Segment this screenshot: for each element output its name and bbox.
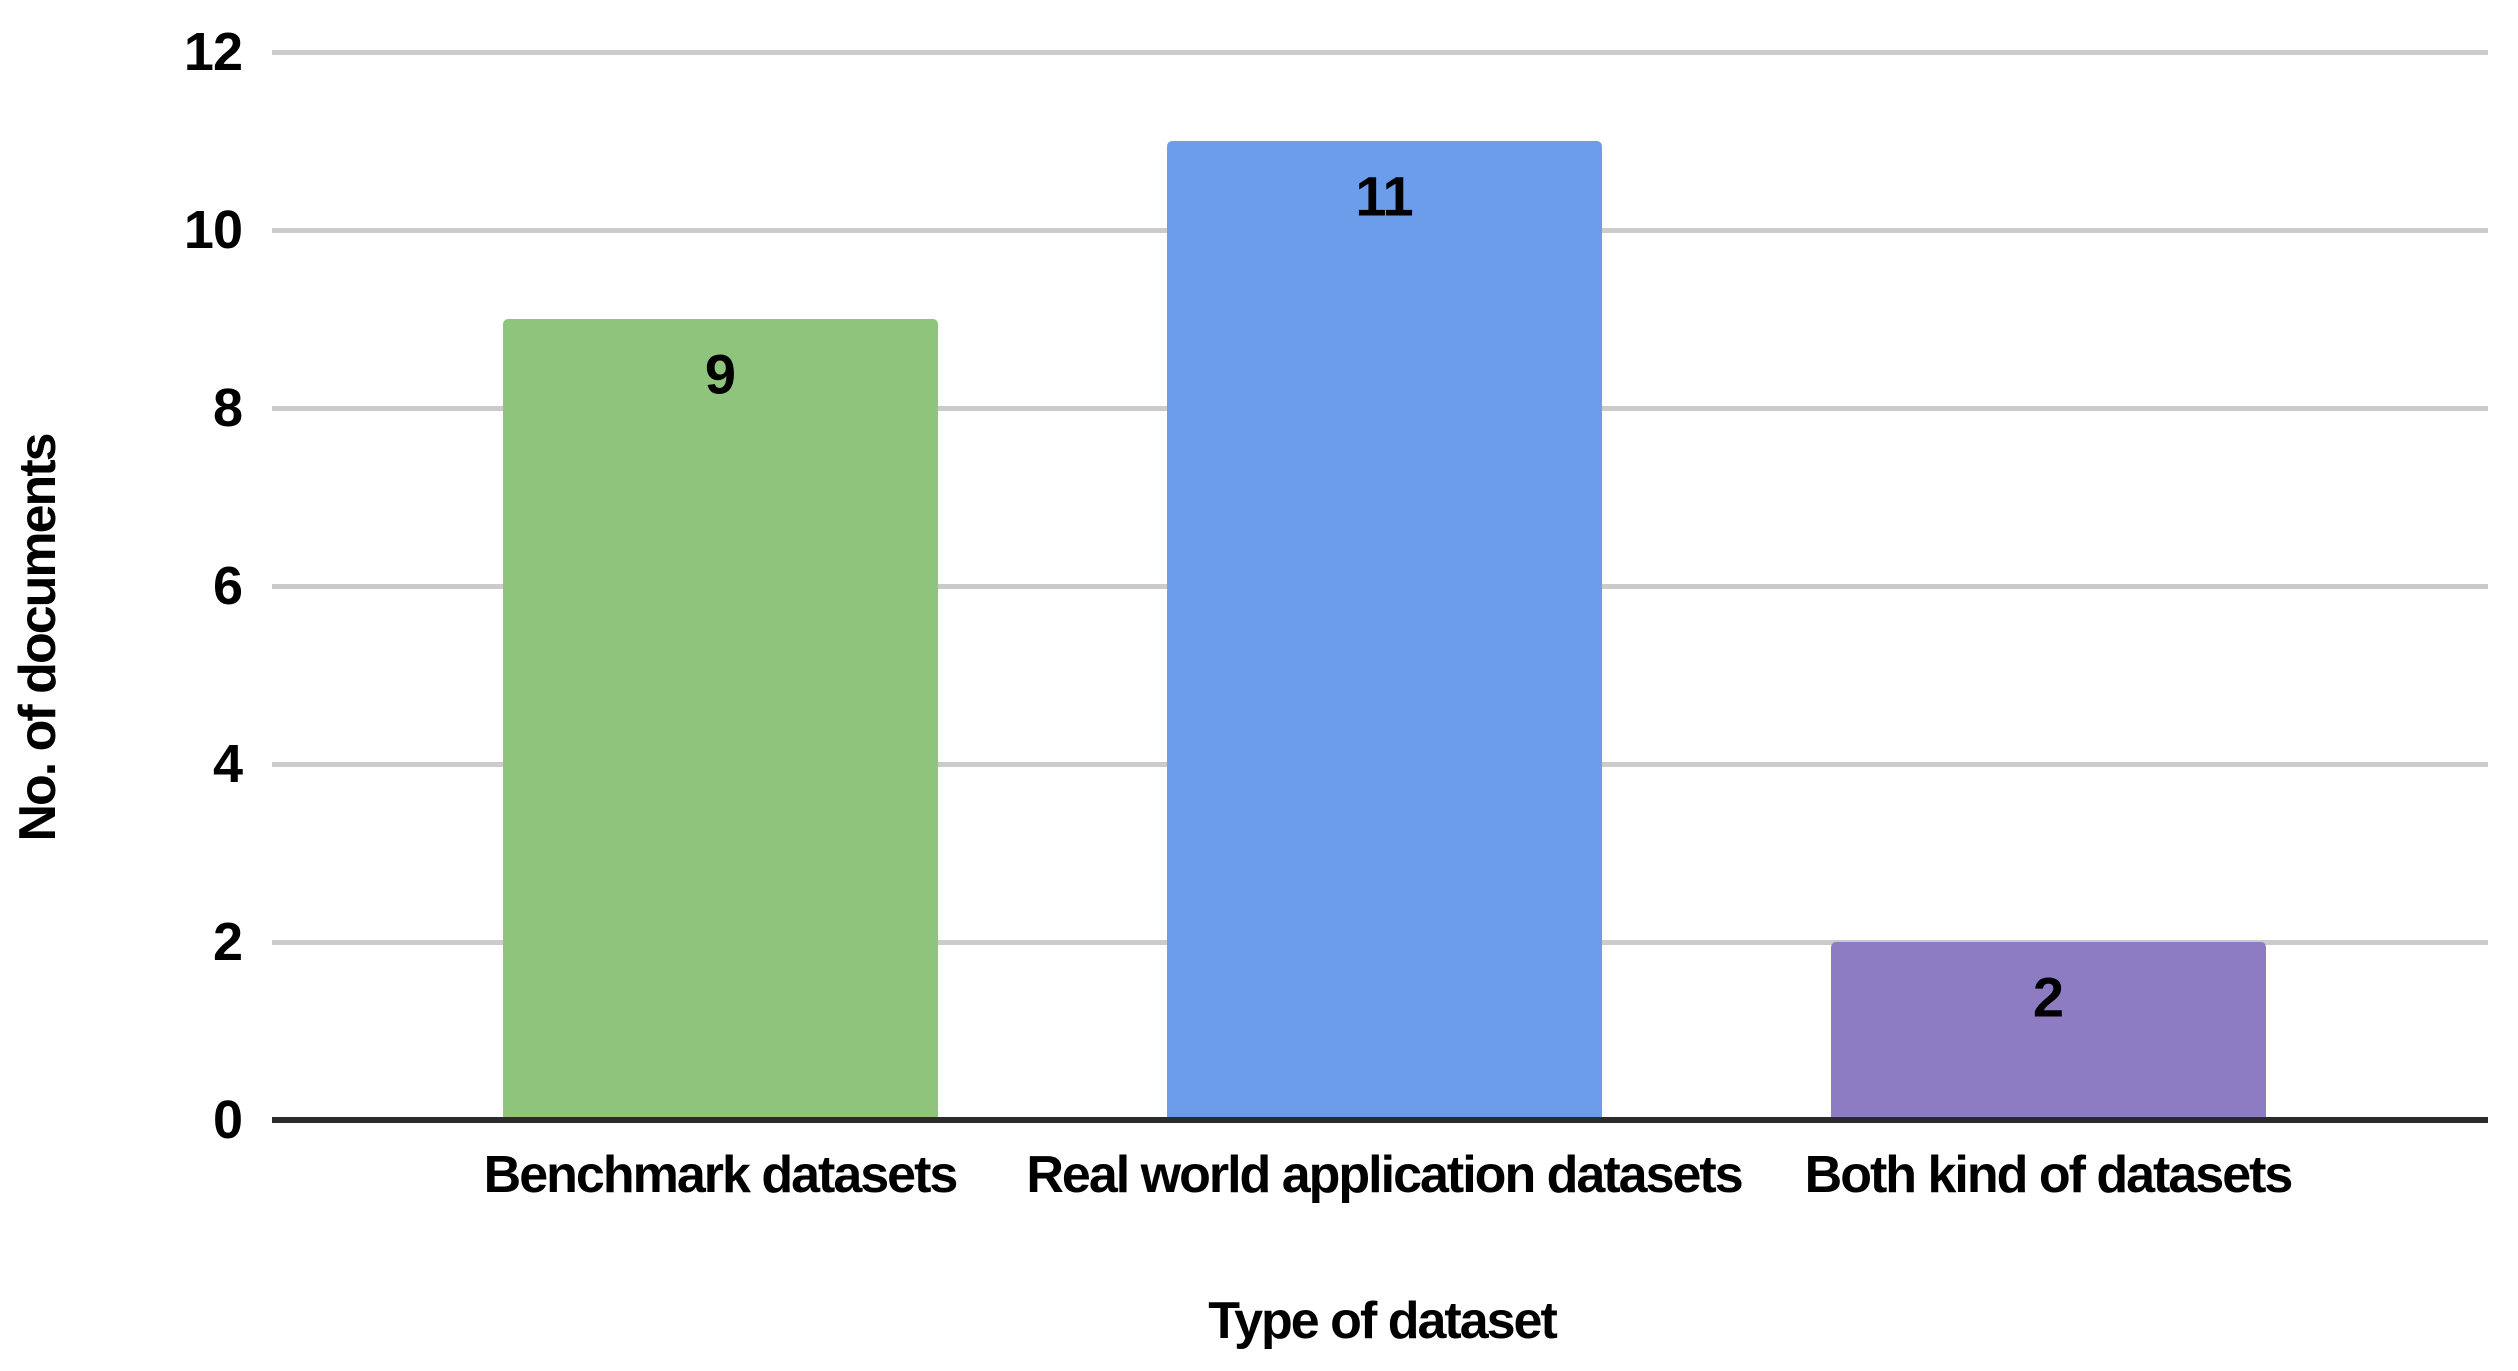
x-category-label-real-world-application-datasets: Real world application datasets (1026, 1146, 1743, 1204)
x-category-label-both-kind-of-datasets: Both kind of datasets (1804, 1146, 2294, 1204)
y-tick-label: 12 (183, 22, 243, 82)
bar-real-world-application-datasets (1166, 141, 1602, 1117)
y-tick-label: 2 (212, 912, 243, 972)
bar-value-label: 2 (2032, 965, 2064, 1029)
y-tick-label: 0 (212, 1090, 243, 1150)
x-category-label-benchmark-datasets: Benchmark datasets (483, 1146, 959, 1204)
x-axis-title: Type of dataset (1208, 1292, 1558, 1350)
y-tick-label: 8 (212, 378, 243, 438)
bar-both-kind-of-datasets (1830, 942, 2266, 1117)
y-tick-label: 10 (183, 200, 243, 260)
gridline (272, 49, 2488, 55)
y-tick-label: 6 (212, 556, 243, 616)
bar-benchmark-datasets (502, 319, 938, 1117)
x-axis-line (272, 1117, 2488, 1123)
bar-value-label: 9 (704, 342, 736, 406)
bar-value-label: 11 (1355, 164, 1413, 228)
y-tick-label: 4 (212, 734, 243, 794)
